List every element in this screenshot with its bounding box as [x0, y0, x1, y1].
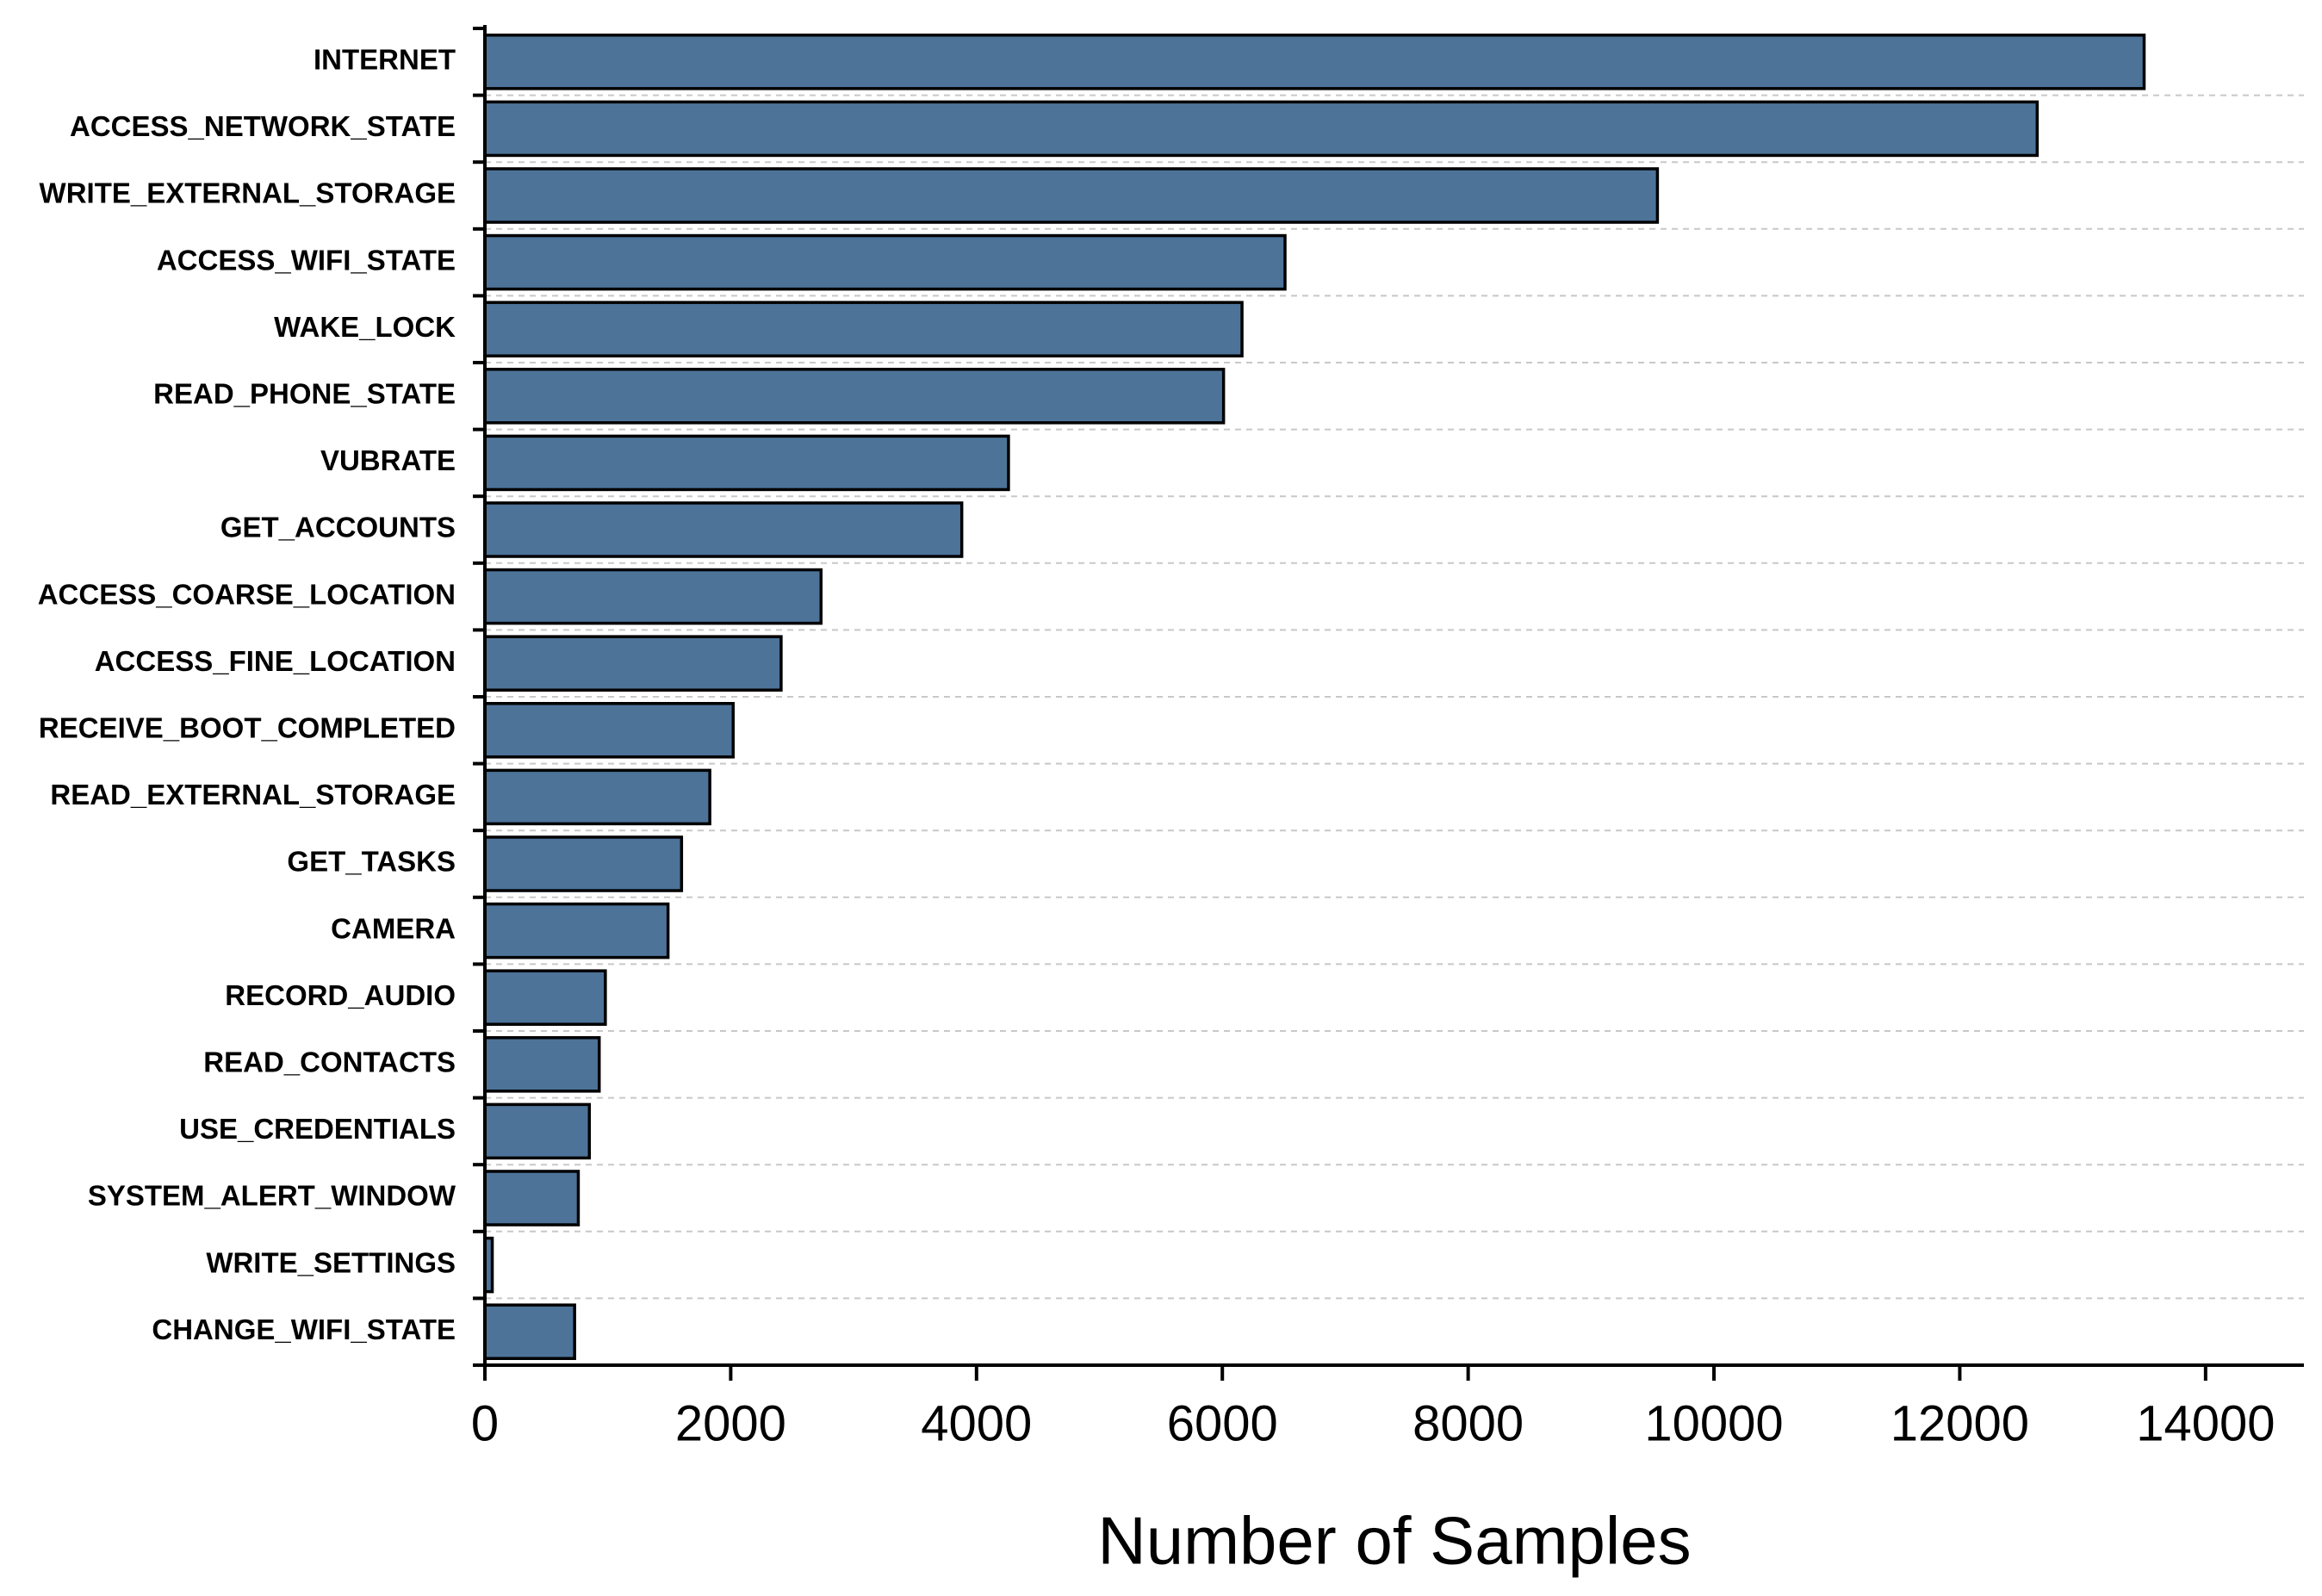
bar	[483, 368, 1226, 425]
x-tick-label: 14000	[2136, 1395, 2275, 1451]
bar	[483, 100, 2040, 158]
x-tick-label: 8000	[1412, 1395, 1524, 1451]
y-tick-label: CHANGE_WIFI_STATE	[152, 1313, 456, 1345]
bar	[483, 167, 1660, 224]
y-tick-label: ACCESS_FINE_LOCATION	[95, 645, 456, 677]
y-tick-label: WRITE_SETTINGS	[206, 1246, 456, 1278]
bar	[483, 768, 711, 826]
bar	[483, 301, 1244, 357]
y-tick-label: ACCESS_WIFI_STATE	[157, 244, 456, 276]
y-tick-label: USE_CREDENTIALS	[179, 1113, 456, 1145]
y-tick-label: ACCESS_COARSE_LOCATION	[38, 578, 456, 610]
bar	[483, 34, 2146, 90]
y-tick-label: RECEIVE_BOOT_COMPLETED	[39, 712, 456, 744]
bar	[483, 702, 736, 759]
bar	[483, 1102, 592, 1160]
bar	[483, 1303, 576, 1360]
y-tick-label: SYSTEM_ALERT_WINDOW	[88, 1180, 456, 1212]
bar	[483, 969, 607, 1026]
y-tick-label: CAMERA	[331, 912, 456, 944]
bar	[483, 835, 684, 892]
bar	[483, 434, 1010, 492]
y-tick-label: ACCESS_NETWORK_STATE	[70, 110, 456, 142]
y-tick-label: WRITE_EXTERNAL_STORAGE	[40, 177, 456, 209]
y-tick-label: READ_EXTERNAL_STORAGE	[50, 779, 456, 810]
x-tick-label: 0	[471, 1395, 499, 1451]
x-tick-label: 2000	[675, 1395, 786, 1451]
x-tick-label: 6000	[1167, 1395, 1278, 1451]
y-tick-label: RECORD_AUDIO	[225, 979, 456, 1011]
y-tick-label: READ_PHONE_STATE	[153, 378, 456, 410]
y-tick-label: READ_CONTACTS	[203, 1046, 456, 1078]
x-tick-label: 12000	[1891, 1395, 2029, 1451]
x-tick-label: 10000	[1644, 1395, 1783, 1451]
bar	[483, 233, 1287, 291]
bar	[483, 501, 964, 558]
x-tick-label: 4000	[921, 1395, 1032, 1451]
y-tick-label: VUBRATE	[320, 444, 456, 476]
y-tick-label: WAKE_LOCK	[274, 311, 456, 343]
bar	[483, 1170, 580, 1226]
x-axis-title: Number of Samples	[1097, 1503, 1691, 1579]
bar	[483, 635, 783, 692]
bar	[483, 1036, 601, 1093]
y-tick-label: GET_ACCOUNTS	[220, 512, 456, 543]
y-tick-label: INTERNET	[314, 44, 456, 76]
bar	[483, 902, 670, 959]
y-tick-label: GET_TASKS	[287, 846, 456, 878]
bar	[483, 568, 823, 625]
